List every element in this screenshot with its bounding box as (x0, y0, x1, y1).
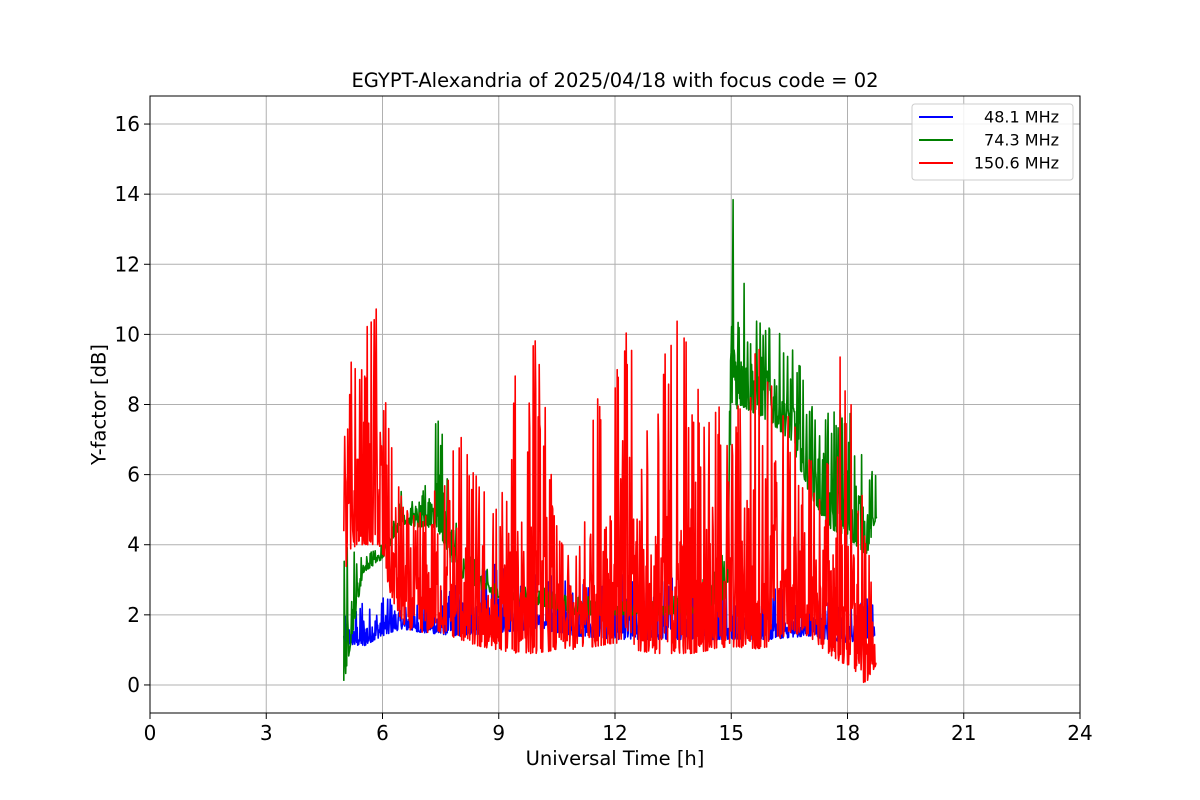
x-tick-label: 18 (835, 721, 860, 745)
legend-label: 74.3 MHz (984, 131, 1059, 150)
series-line-3 (343, 308, 877, 684)
y-tick-label: 4 (127, 533, 140, 557)
legend-label: 48.1 MHz (984, 108, 1059, 127)
legend: 48.1 MHz 74.3 MHz 150.6 MHz (911, 103, 1074, 181)
legend-frame (911, 103, 1074, 181)
y-tick-label: 2 (127, 603, 140, 627)
y-axis-ticks: 0 2 4 6 8 10 12 14 16 (115, 112, 150, 697)
x-axis-ticks: 0 3 6 9 12 15 18 21 24 (144, 713, 1093, 745)
legend-label: 150.6 MHz (974, 154, 1059, 173)
y-tick-label: 14 (115, 182, 140, 206)
y-tick-label: 8 (127, 393, 140, 417)
x-tick-label: 21 (951, 721, 976, 745)
x-axis-label: Universal Time [h] (526, 747, 705, 770)
y-tick-label: 10 (115, 322, 140, 346)
x-tick-label: 24 (1067, 721, 1092, 745)
y-axis-label: Y-factor [dB] (88, 344, 111, 466)
y-tick-label: 16 (115, 112, 140, 136)
y-tick-label: 0 (127, 673, 140, 697)
y-tick-label: 6 (127, 463, 140, 487)
x-tick-label: 15 (719, 721, 744, 745)
x-tick-label: 6 (376, 721, 389, 745)
x-tick-label: 0 (144, 721, 157, 745)
x-tick-label: 12 (602, 721, 627, 745)
x-tick-label: 3 (260, 721, 273, 745)
y-tick-label: 12 (115, 252, 140, 276)
plot-series (343, 198, 878, 684)
x-tick-label: 9 (492, 721, 505, 745)
chart-title: EGYPT-Alexandria of 2025/04/18 with focu… (351, 69, 878, 92)
